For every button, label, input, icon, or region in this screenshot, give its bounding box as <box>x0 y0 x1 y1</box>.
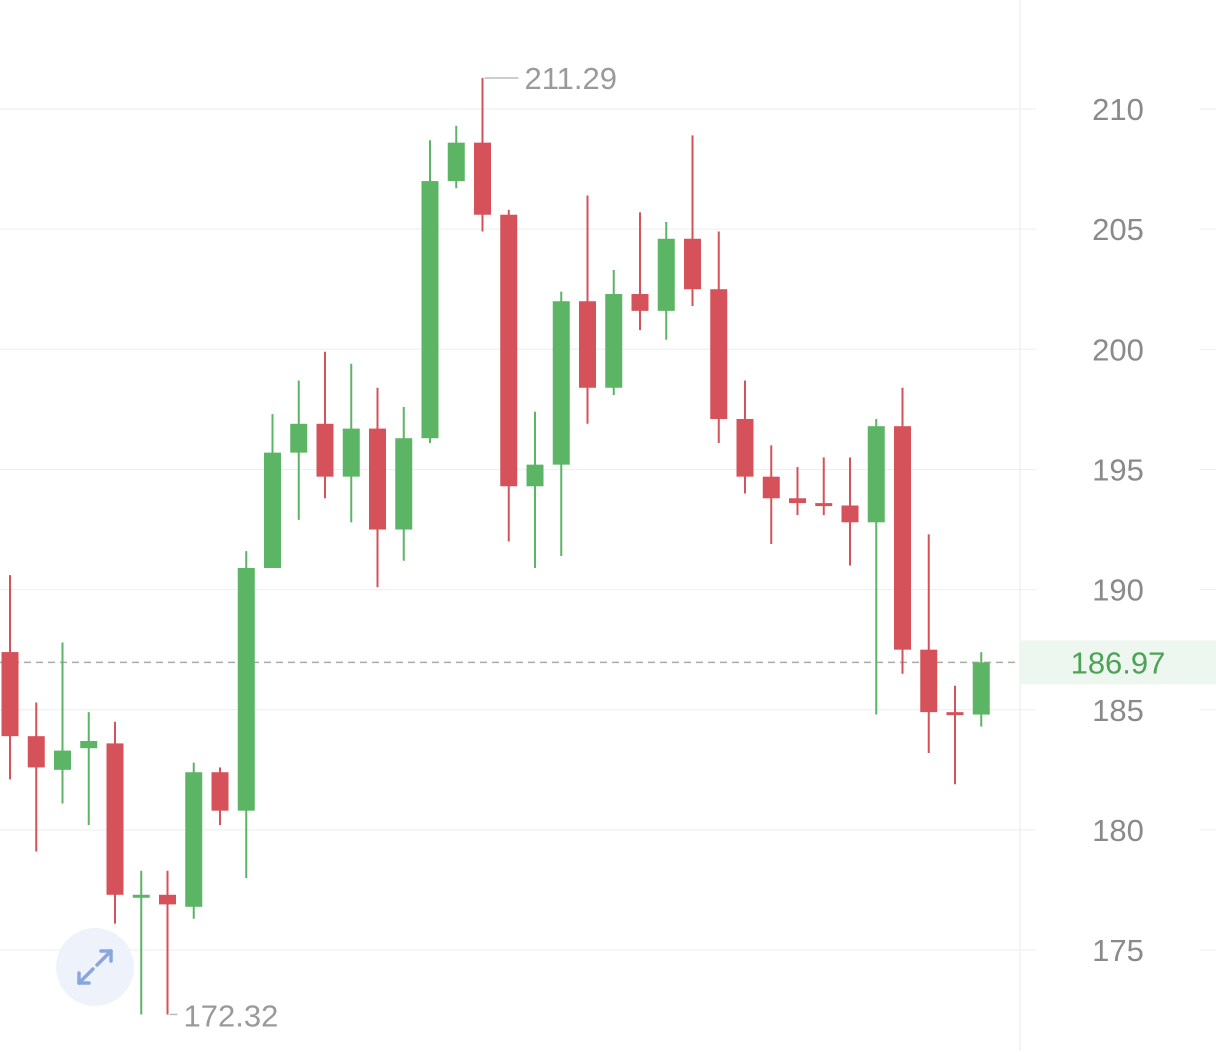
candle-body <box>27 736 45 768</box>
candle-body <box>631 294 649 311</box>
candle-body <box>290 423 308 453</box>
expand-icon <box>77 949 113 985</box>
current-price-badge <box>1020 640 1216 685</box>
candle-body <box>264 452 281 568</box>
candle-body <box>474 142 491 215</box>
candle-body <box>684 238 701 290</box>
candle-body <box>316 423 334 477</box>
candle-body <box>421 181 439 439</box>
candle-body <box>211 772 229 811</box>
candle-body <box>395 438 413 530</box>
candle-body <box>447 142 465 182</box>
candle-body <box>185 772 203 907</box>
candle-body <box>342 428 360 477</box>
candle-body <box>972 662 990 715</box>
candle-body <box>605 294 623 388</box>
y-tick-label: 180 <box>1092 813 1144 848</box>
candle-body <box>159 894 176 905</box>
low-annotation-label: 172.32 <box>184 998 279 1033</box>
y-tick-label: 190 <box>1092 573 1144 608</box>
y-tick-label: 200 <box>1092 332 1144 367</box>
candle-body <box>106 743 124 895</box>
candle-body <box>657 238 675 311</box>
candle-body <box>500 214 518 487</box>
candle-body <box>237 567 255 811</box>
y-tick-label: 185 <box>1092 693 1144 728</box>
high-annotation-label: 211.29 <box>525 61 618 96</box>
candle-body <box>54 750 71 770</box>
candle-body <box>710 289 728 419</box>
y-tick-label: 195 <box>1092 452 1144 487</box>
candle-body <box>1 652 19 737</box>
candle-body <box>132 894 150 898</box>
candle-body <box>789 498 806 504</box>
candle-body <box>762 476 780 499</box>
candle-body <box>867 426 885 523</box>
candle-body <box>946 712 964 716</box>
candle-body <box>369 428 386 530</box>
candle-body <box>526 464 544 487</box>
candle-body <box>841 505 859 523</box>
current-price-label: 186.97 <box>1071 645 1166 680</box>
expand-button[interactable] <box>56 928 134 1006</box>
candle-body <box>736 418 754 477</box>
candle-body <box>920 649 938 713</box>
candle-body <box>815 503 833 507</box>
candle-body <box>80 740 98 749</box>
candle-body <box>894 426 911 650</box>
y-tick-label: 205 <box>1092 212 1144 247</box>
candle-body <box>552 301 570 465</box>
y-tick-label: 175 <box>1092 933 1144 968</box>
candle-body <box>579 301 596 388</box>
y-tick-label: 210 <box>1092 92 1144 127</box>
